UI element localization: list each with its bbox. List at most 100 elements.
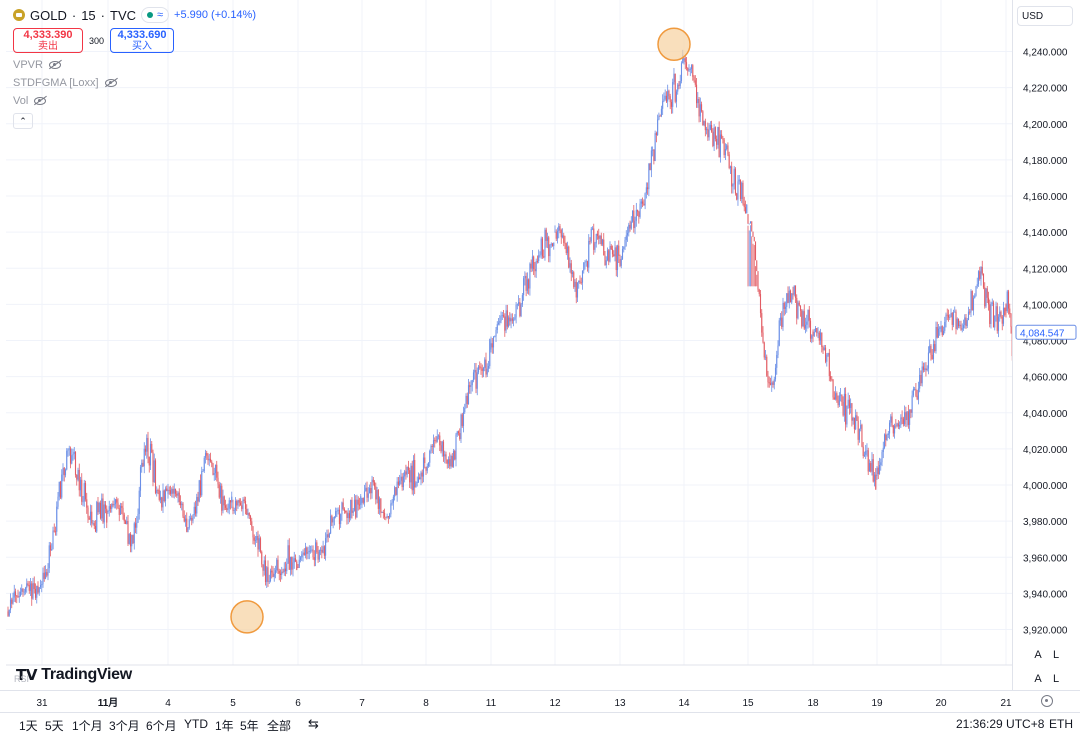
candle-up xyxy=(676,90,677,108)
candle-up xyxy=(655,131,656,161)
candle-down xyxy=(343,498,344,510)
candle-down xyxy=(117,498,118,509)
price-tick-label: 3,980.000 xyxy=(1023,517,1068,528)
candle-up xyxy=(929,339,930,353)
candle-down xyxy=(790,289,791,302)
candle-up xyxy=(624,237,625,250)
candle-up xyxy=(572,270,573,277)
symbol-row[interactable]: GOLD · 15 · TVC ≈ +5.990 (+0.14%) xyxy=(13,6,256,24)
range-1d-button[interactable]: 1天 xyxy=(19,717,38,734)
chart-settings-icon[interactable] xyxy=(1041,695,1053,707)
session-toggle[interactable]: ETH xyxy=(1049,717,1073,731)
candle-up xyxy=(350,500,351,521)
time-tick-label: 18 xyxy=(807,698,819,709)
candle-down xyxy=(856,412,857,421)
candle-up xyxy=(460,413,461,443)
sell-button[interactable]: 4,333.390 卖出 xyxy=(13,28,83,53)
tradingview-logo[interactable]: 𝗧𝗩 TradingView xyxy=(16,666,132,684)
candle-up xyxy=(553,243,554,250)
candle-down xyxy=(60,481,61,499)
highlight-circle xyxy=(658,28,690,60)
range-5y-button[interactable]: 5年 xyxy=(240,717,259,734)
candle-down xyxy=(378,489,379,514)
candle-up xyxy=(214,468,215,481)
candle-down xyxy=(984,282,985,308)
candle-up xyxy=(413,455,414,495)
auto-scale-button[interactable]: A xyxy=(1030,649,1046,661)
price-tick-label: 4,140.000 xyxy=(1023,228,1068,239)
range-6m-button[interactable]: 6个月 xyxy=(146,717,177,734)
candle-down xyxy=(345,510,346,513)
candle-up xyxy=(815,326,816,332)
indicator-stdfgma[interactable]: STDFGMA [Loxx] xyxy=(13,77,256,89)
clock-timezone[interactable]: 21:36:29 UTC+8 xyxy=(956,717,1044,731)
candle-up xyxy=(994,315,995,330)
auto-scale-button-lower[interactable]: A xyxy=(1030,673,1046,685)
candle-down xyxy=(191,516,192,526)
candle-up xyxy=(594,242,595,253)
range-ytd-button[interactable]: YTD xyxy=(184,717,208,731)
time-tick-label: 11月 xyxy=(98,697,119,709)
candle-up xyxy=(307,547,308,559)
eye-hidden-icon[interactable] xyxy=(49,61,61,69)
range-3m-button[interactable]: 3个月 xyxy=(109,717,140,734)
range-all-button[interactable]: 全部 xyxy=(267,717,291,734)
candle-up xyxy=(338,507,339,514)
symbol-name[interactable]: GOLD xyxy=(30,8,67,23)
candle-down xyxy=(504,313,505,337)
buy-button[interactable]: 4,333.690 买入 xyxy=(110,28,174,53)
symbol-exchange[interactable]: TVC xyxy=(110,8,136,23)
log-scale-button-lower[interactable]: L xyxy=(1048,673,1064,685)
candle-down xyxy=(122,501,123,520)
candle-down xyxy=(35,583,36,600)
range-1y-button[interactable]: 1年 xyxy=(215,717,234,734)
symbol-interval[interactable]: 15 xyxy=(81,8,95,23)
candle-down xyxy=(755,241,756,286)
candle-down xyxy=(534,262,535,277)
candle-up xyxy=(494,335,495,337)
candle-down xyxy=(37,581,38,594)
range-5d-button[interactable]: 5天 xyxy=(45,717,64,734)
candle-up xyxy=(554,225,555,232)
candle-up xyxy=(227,504,228,514)
candle-up xyxy=(527,272,528,293)
candle-down xyxy=(316,540,317,554)
currency-selector[interactable]: USD xyxy=(1017,6,1073,26)
candle-up xyxy=(904,405,905,426)
candle-down xyxy=(563,233,564,246)
candle-up xyxy=(839,392,840,407)
price-axis-scale[interactable]: 3,920.0003,940.0003,960.0003,980.0004,00… xyxy=(1013,0,1080,690)
log-scale-button[interactable]: L xyxy=(1048,649,1064,661)
candle-up xyxy=(672,79,673,114)
candle-up xyxy=(912,390,913,417)
candle-down xyxy=(693,75,694,83)
candle-up xyxy=(20,588,21,597)
candle-up xyxy=(980,266,981,285)
market-status-badge[interactable]: ≈ xyxy=(141,7,169,23)
candle-up xyxy=(40,580,41,589)
candle-down xyxy=(960,321,961,331)
collapse-legend-button[interactable]: ⌃ xyxy=(13,113,33,129)
candle-up xyxy=(522,293,523,307)
candle-down xyxy=(145,445,146,455)
candle-down xyxy=(731,162,732,194)
candle-up xyxy=(457,431,458,437)
eye-hidden-icon[interactable] xyxy=(105,79,117,87)
candle-down xyxy=(388,516,389,524)
candle-down xyxy=(579,275,580,284)
candle-down xyxy=(613,250,614,257)
candle-up xyxy=(438,434,439,439)
candle-down xyxy=(701,102,702,113)
indicator-vpvr[interactable]: VPVR xyxy=(13,59,256,71)
candle-down xyxy=(434,437,435,447)
candle-up xyxy=(323,541,324,554)
eye-hidden-icon[interactable] xyxy=(34,97,46,105)
indicator-vol[interactable]: Vol xyxy=(13,95,256,107)
candle-down xyxy=(142,459,143,467)
candle-up xyxy=(455,433,456,466)
range-1m-button[interactable]: 1个月 xyxy=(72,717,103,734)
date-range-icon[interactable]: ⇆ xyxy=(308,716,322,730)
